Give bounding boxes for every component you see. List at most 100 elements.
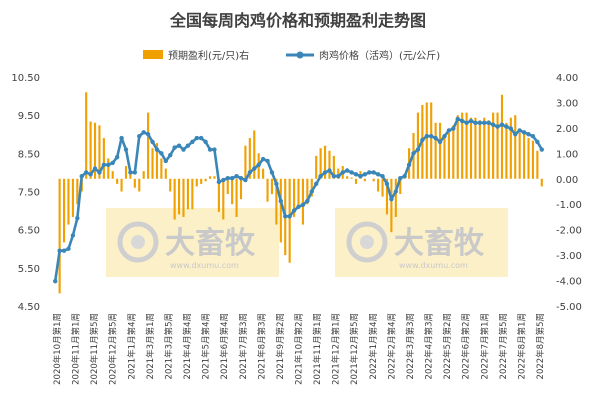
profit-bar — [523, 132, 526, 179]
legend-bar-label: 预期盈利(元/只)右 — [168, 49, 249, 62]
price-point — [367, 170, 372, 175]
profit-bar — [111, 171, 114, 179]
price-point — [154, 147, 160, 152]
price-point — [473, 120, 478, 126]
watermark-text: 大畜牧 — [165, 226, 256, 261]
price-point — [229, 175, 235, 181]
price-point — [172, 145, 177, 150]
x-tick-label: 2020年11月第5周 — [89, 313, 100, 385]
price-point — [300, 202, 306, 208]
profit-bar — [89, 121, 92, 179]
x-tick-label: 2022年3月第3周 — [405, 313, 416, 379]
profit-bar — [147, 112, 150, 179]
legend-line-label: 肉鸡价格（活鸡）(元/公斤) — [319, 49, 440, 62]
price-point — [468, 118, 474, 124]
price-point — [243, 177, 248, 183]
x-tick-label: 2020年11月第1周 — [71, 313, 82, 385]
profit-bar — [107, 158, 110, 179]
price-point — [309, 189, 314, 194]
price-point — [296, 204, 301, 209]
price-point — [477, 120, 483, 126]
profit-bar — [222, 178, 225, 220]
price-point — [336, 174, 341, 179]
price-point — [424, 133, 429, 139]
profit-bar — [518, 132, 521, 179]
price-point — [110, 160, 115, 166]
profit-bar — [239, 178, 243, 200]
x-tick-label: 2022年8月第1周 — [516, 313, 527, 379]
profit-bar — [142, 171, 145, 179]
price-point — [57, 248, 62, 253]
profit-bar — [381, 178, 384, 197]
profit-bar — [71, 178, 74, 217]
x-tick-label: 2022年6月第2周 — [461, 313, 472, 379]
price-line — [53, 116, 544, 284]
x-tick-label: 2022年1月第4周 — [368, 313, 379, 379]
profit-bar — [231, 178, 234, 205]
price-point — [114, 154, 120, 160]
profit-bar — [372, 178, 375, 182]
price-point — [198, 135, 204, 141]
profit-bar — [487, 120, 490, 179]
price-point — [83, 170, 89, 175]
price-point — [252, 166, 257, 171]
chart-title: 全国每周肉鸡价格和预期盈利走势图 — [169, 11, 426, 30]
right-tick-label: -5.00 — [556, 302, 582, 313]
profit-bar — [527, 138, 530, 179]
right-tick-label: 0.00 — [556, 175, 578, 186]
profit-bar — [531, 140, 535, 179]
profit-bar — [93, 122, 97, 179]
watermark-right: 大畜牧 www.dxumu.com — [335, 208, 508, 277]
profit-bar — [377, 178, 380, 192]
profit-bar — [447, 132, 450, 179]
profit-bar — [443, 138, 446, 179]
x-tick-label: 2021年9月第2周 — [275, 313, 286, 379]
left-tick-label: 5.50 — [18, 264, 40, 275]
price-point — [278, 198, 284, 204]
price-point — [420, 137, 425, 143]
price-point — [97, 170, 102, 175]
left-tick-label: 6.50 — [18, 226, 40, 237]
price-point — [168, 153, 173, 158]
x-tick-label: 2021年12月第5周 — [349, 313, 360, 385]
price-point — [486, 120, 491, 126]
price-point — [163, 158, 168, 164]
price-point — [402, 174, 407, 179]
profit-bar — [191, 178, 194, 210]
right-axis: 4.00 3.00 2.00 1.00 0.00 -1.00 -2.00 -3.00 -4.00… — [556, 73, 582, 313]
profit-bar — [133, 178, 136, 188]
price-point — [451, 126, 456, 131]
price-point — [269, 170, 275, 175]
legend-line-marker — [296, 51, 304, 59]
profit-bar — [452, 125, 455, 179]
price-point — [349, 170, 354, 175]
profit-bar — [169, 178, 172, 192]
x-tick-label: 2021年6月第4周 — [219, 313, 230, 379]
profit-bar — [182, 178, 185, 217]
profit-bar — [173, 178, 176, 220]
profit-bar — [323, 145, 327, 179]
price-point — [194, 135, 199, 141]
price-point — [141, 130, 146, 135]
x-tick-label: 2021年5月第4周 — [201, 313, 212, 379]
profit-bar — [76, 178, 79, 205]
profit-bar — [297, 178, 300, 207]
right-tick-label: -3.00 — [556, 251, 582, 262]
price-point — [482, 120, 487, 126]
left-tick-label: 7.50 — [18, 188, 40, 199]
price-point — [513, 132, 518, 137]
profit-bars — [58, 92, 543, 294]
price-point — [384, 181, 390, 187]
profit-bar — [62, 178, 66, 243]
price-point — [375, 172, 381, 177]
profit-bar — [244, 145, 247, 179]
price-point — [362, 172, 368, 177]
profit-bar — [385, 178, 389, 215]
price-point — [132, 170, 138, 175]
watermark-logo-icon — [117, 221, 159, 263]
profit-bar — [394, 178, 397, 217]
price-point — [92, 166, 98, 171]
price-point — [526, 132, 531, 137]
profit-bar — [478, 120, 481, 179]
price-point — [238, 175, 244, 181]
